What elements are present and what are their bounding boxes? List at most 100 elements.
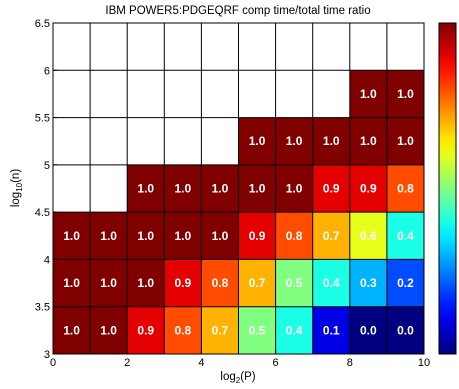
- heatmap-empty-cell: [164, 117, 202, 165]
- heatmap-cell-label: 0.7: [323, 229, 340, 243]
- heatmap-cell: [275, 117, 313, 165]
- x-axis-label-rest: (P): [240, 371, 256, 383]
- heatmap-cell-label: 1.0: [286, 134, 303, 148]
- y-tick-label: 5: [44, 160, 50, 172]
- x-axis-label-subscript: 2: [236, 376, 241, 385]
- heatmap-empty-cell: [164, 23, 202, 71]
- heatmap-cell-label: 0.6: [360, 229, 377, 243]
- heatmap-empty-cell: [127, 70, 165, 118]
- heatmap-cell-label: 1.0: [137, 276, 154, 290]
- heatmap-cell-label: 1.0: [175, 229, 192, 243]
- x-tick-label: 2: [124, 357, 130, 369]
- heatmap-cell: [164, 259, 202, 307]
- heatmap-cell-label: 1.0: [212, 182, 229, 196]
- heatmap-empty-cell: [90, 117, 128, 165]
- heatmap-cell-label: 1.0: [249, 182, 266, 196]
- heatmap-cell: [201, 306, 239, 354]
- y-axis-label-rest: (n): [10, 169, 22, 183]
- heatmap-cell-label: 1.0: [360, 134, 377, 148]
- heatmap-cell: [312, 306, 350, 354]
- heatmap-cell-label: 0.9: [175, 276, 192, 290]
- y-tick-label: 4: [44, 254, 50, 266]
- heatmap-cell-label: 0.0: [397, 323, 414, 337]
- heatmap-cell-label: 0.9: [360, 182, 377, 196]
- heatmap-cell-label: 0.7: [249, 276, 266, 290]
- heatmap-cell: [349, 212, 387, 260]
- heatmap-cell-label: 1.0: [100, 276, 117, 290]
- heatmap-empty-cell: [53, 164, 91, 213]
- x-tick-label: 0: [50, 357, 56, 369]
- heatmap-cell-label: 0.8: [397, 182, 414, 196]
- heatmap-cell: [90, 212, 128, 260]
- heatmap-empty-cell: [127, 117, 165, 165]
- heatmap-cell: [127, 306, 165, 354]
- chart-title: IBM POWER5:PDGEQRF comp time/total time …: [105, 5, 370, 17]
- heatmap-cell-label: 0.1: [323, 323, 340, 337]
- heatmap-cell: [312, 259, 350, 307]
- heatmap-cell: [201, 259, 239, 307]
- heatmap-cell-label: 1.0: [249, 134, 266, 148]
- heatmap-cell: [275, 164, 313, 213]
- heatmap-empty-cell: [127, 23, 165, 71]
- heatmap-cell: [238, 117, 276, 165]
- heatmap-cell: [349, 117, 387, 165]
- heatmap-empty-cell: [90, 164, 128, 213]
- heatmap-cell-label: 0.0: [360, 323, 377, 337]
- x-axis-ticks: 0 2 4 6 8 10: [50, 350, 430, 369]
- x-axis-label: log2(P): [220, 371, 255, 385]
- heatmap-empty-cell: [275, 23, 313, 71]
- heatmap-empty-cell: [312, 23, 350, 71]
- heatmap-cell-label: 1.0: [63, 229, 80, 243]
- y-tick-label: 6.5: [35, 18, 50, 30]
- heatmap-cell: [238, 212, 276, 260]
- heatmap-cell: [164, 306, 202, 354]
- heatmap-cell: [127, 259, 165, 307]
- heatmap-cell: [127, 212, 165, 260]
- heatmap-cell: [201, 164, 239, 213]
- heatmap-empty-cell: [90, 23, 128, 71]
- plot-frame: [52, 22, 425, 355]
- heatmap-cell: [312, 117, 350, 165]
- heatmap-cell: [349, 70, 387, 118]
- y-tick-label: 4.5: [35, 207, 50, 219]
- heatmap-cell-label: 1.0: [397, 134, 414, 148]
- heatmap-cell: [312, 164, 350, 213]
- heatmap-cell-label: 1.0: [360, 87, 377, 101]
- heatmap-cell: [386, 259, 424, 307]
- heatmap-cell-label: 0.9: [249, 229, 266, 243]
- heatmap-cell-label: 1.0: [286, 182, 303, 196]
- heatmap-cell-label: 0.7: [212, 323, 229, 337]
- y-tick-label: 6: [44, 65, 50, 77]
- heatmap-cell-label: 1.0: [137, 182, 154, 196]
- heatmap-cell-label: 0.8: [286, 229, 303, 243]
- heatmap-cell: [164, 164, 202, 213]
- heatmap-cell: [275, 259, 313, 307]
- heatmap-cell-label: 0.4: [397, 229, 414, 243]
- x-tick-label: 8: [347, 357, 353, 369]
- y-axis-ticks: 3 3.5 4 4.5 5 5.5 6 6.5: [35, 18, 57, 361]
- heatmap-cell-label: 0.2: [397, 276, 414, 290]
- heatmap-cell: [386, 164, 424, 213]
- heatmap-cell-label: 1.0: [100, 323, 117, 337]
- heatmap-cell-label: 0.8: [175, 323, 192, 337]
- heatmap-cell-label: 1.0: [212, 229, 229, 243]
- heatmap-empty-cell: [386, 23, 424, 71]
- heatmap-cell: [386, 70, 424, 118]
- heatmap-cell: [275, 212, 313, 260]
- heatmap-empty-cell: [53, 117, 91, 165]
- heatmap-cell-label: 0.4: [286, 323, 303, 337]
- heatmap-cell-label: 0.8: [212, 276, 229, 290]
- heatmap-cell-label: 1.0: [100, 229, 117, 243]
- heatmap-empty-cell: [53, 70, 91, 118]
- heatmap-cell-label: 1.0: [63, 276, 80, 290]
- heatmap-cell: [386, 117, 424, 165]
- y-axis-label-base: log: [10, 192, 22, 207]
- heatmap-empty-cell: [312, 70, 350, 118]
- heatmap-cell-label: 1.0: [397, 87, 414, 101]
- x-tick-label: 6: [273, 357, 279, 369]
- heatmap-cell: [349, 259, 387, 307]
- x-tick-label: 4: [198, 357, 204, 369]
- heatmap-empty-cell: [238, 70, 276, 118]
- heatmap-cell-labels: 1.0 1.0 0.9 0.8 0.7 0.5 0.4 0.1 0.0 0.0 1.0 1.0 1.0 0…: [63, 87, 414, 337]
- colorbar: [438, 22, 457, 355]
